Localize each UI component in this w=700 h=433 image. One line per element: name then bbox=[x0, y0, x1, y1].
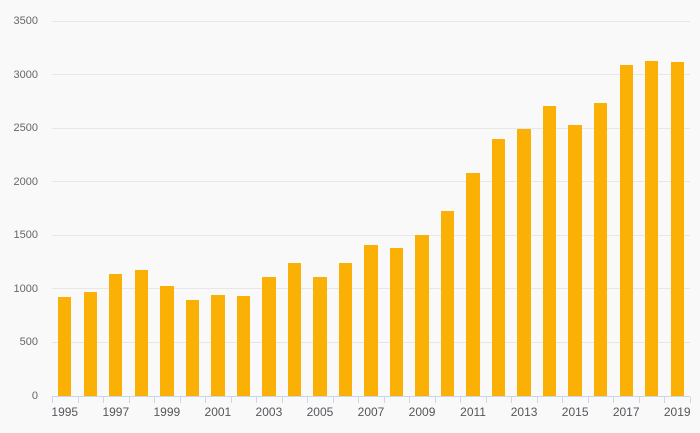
y-gridline bbox=[52, 234, 690, 236]
bar[interactable] bbox=[109, 274, 123, 396]
x-axis-tick bbox=[690, 397, 691, 403]
x-axis-tick bbox=[638, 397, 640, 403]
x-axis-label: 2007 bbox=[357, 405, 385, 419]
x-axis-label: 1997 bbox=[102, 405, 130, 419]
x-axis-label: 1995 bbox=[51, 405, 79, 419]
y-axis-label: 2500 bbox=[13, 122, 38, 135]
y-axis-label: 1000 bbox=[13, 282, 38, 295]
bar[interactable] bbox=[83, 291, 97, 396]
x-axis-label: 2013 bbox=[510, 405, 538, 419]
x-axis-tick bbox=[587, 397, 589, 403]
x-axis-tick bbox=[409, 397, 411, 403]
x-axis-tick bbox=[485, 397, 487, 403]
x-axis-tick bbox=[128, 397, 130, 403]
bar[interactable] bbox=[619, 64, 633, 396]
x-axis-label: 2001 bbox=[204, 405, 232, 419]
y-axis-label: 1500 bbox=[13, 229, 38, 242]
x-axis-tick bbox=[179, 397, 181, 403]
bar[interactable] bbox=[542, 105, 557, 396]
bar[interactable] bbox=[134, 270, 148, 396]
x-axis-label: 2015 bbox=[561, 405, 589, 419]
bar[interactable] bbox=[593, 102, 608, 396]
x-axis-tick bbox=[307, 397, 309, 403]
bar[interactable] bbox=[211, 295, 225, 396]
bar[interactable] bbox=[262, 277, 276, 396]
bar[interactable] bbox=[568, 125, 582, 396]
x-axis-label: 2017 bbox=[612, 405, 640, 419]
x-axis-tick bbox=[383, 397, 385, 403]
x-axis-tick bbox=[77, 397, 79, 403]
y-gridline bbox=[52, 127, 690, 129]
bar[interactable] bbox=[517, 129, 531, 396]
x-axis-tick bbox=[664, 397, 666, 403]
y-axis-label: 0 bbox=[31, 390, 38, 402]
x-axis-tick bbox=[205, 397, 207, 403]
bar[interactable] bbox=[313, 276, 327, 396]
bar[interactable] bbox=[236, 296, 251, 396]
bar[interactable] bbox=[338, 263, 353, 396]
bar[interactable] bbox=[491, 138, 506, 396]
x-axis-tick bbox=[434, 397, 436, 403]
x-axis-tick bbox=[613, 397, 615, 403]
bar[interactable] bbox=[466, 172, 480, 396]
x-axis-tick bbox=[103, 397, 105, 403]
bar[interactable] bbox=[440, 211, 455, 396]
x-axis-tick bbox=[460, 397, 462, 403]
x-axis-tick bbox=[281, 397, 283, 403]
y-gridline bbox=[52, 181, 690, 183]
y-axis-label: 3000 bbox=[13, 68, 38, 81]
bar[interactable] bbox=[670, 61, 684, 396]
x-axis-label: 2011 bbox=[460, 405, 486, 419]
x-axis-tick bbox=[52, 397, 53, 403]
x-axis-tick bbox=[358, 397, 360, 403]
x-axis-label: 2009 bbox=[408, 405, 436, 419]
x-axis-tick bbox=[154, 397, 156, 403]
bar[interactable] bbox=[160, 285, 174, 396]
y-axis-label: 500 bbox=[19, 336, 38, 349]
x-axis-label: 2003 bbox=[255, 405, 283, 419]
x-axis-label: 2005 bbox=[306, 405, 334, 419]
bar[interactable] bbox=[415, 234, 429, 396]
bar[interactable] bbox=[185, 299, 200, 396]
x-axis-tick bbox=[536, 397, 538, 403]
bar[interactable] bbox=[287, 262, 302, 396]
x-axis-tick bbox=[562, 397, 564, 403]
bar[interactable] bbox=[58, 296, 72, 396]
x-axis-tick bbox=[511, 397, 513, 403]
x-axis-label: 2019 bbox=[663, 405, 691, 419]
y-gridline bbox=[52, 20, 690, 22]
x-axis-tick bbox=[256, 397, 258, 403]
bar[interactable] bbox=[389, 247, 404, 396]
bar[interactable] bbox=[364, 245, 378, 396]
y-gridline bbox=[52, 74, 690, 76]
bar[interactable] bbox=[645, 60, 659, 396]
y-axis-label: 2000 bbox=[13, 175, 38, 188]
x-axis-tick bbox=[230, 397, 232, 403]
x-axis-tick bbox=[332, 397, 334, 403]
x-axis-label: 1999 bbox=[153, 405, 181, 419]
y-axis-label: 3500 bbox=[13, 15, 38, 27]
x-axis-line bbox=[52, 396, 690, 397]
